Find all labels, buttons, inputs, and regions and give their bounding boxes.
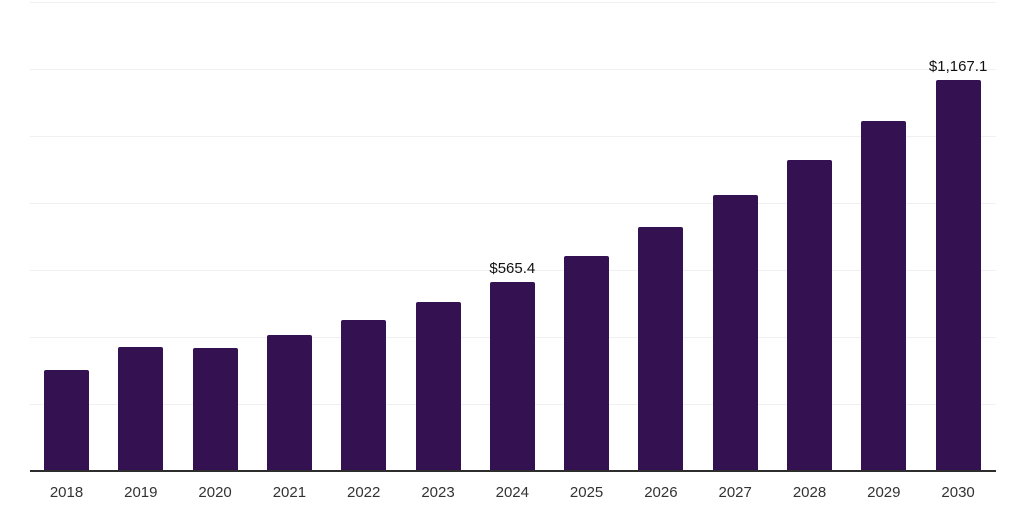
x-axis-label-2025: 2025 (569, 484, 604, 501)
x-axis-label-2024: 2024 (495, 484, 529, 501)
x-axis-label-2027: 2027 (718, 484, 752, 501)
bar-2019 (118, 346, 164, 471)
x-axis-label-2029: 2029 (867, 484, 901, 501)
gridline (30, 2, 996, 3)
bar-2029 (861, 120, 907, 471)
bar-2024 (489, 281, 535, 471)
bar-2030 (935, 80, 981, 471)
x-axis-label-2019: 2019 (124, 484, 158, 501)
bar-2022 (341, 319, 387, 471)
bar-2020 (192, 348, 238, 471)
x-axis-label-2026: 2026 (644, 484, 678, 501)
gridline (30, 270, 996, 271)
gridline (30, 69, 996, 70)
x-axis-label-2021: 2021 (272, 484, 307, 501)
gridline (30, 136, 996, 137)
bar-2026 (638, 226, 684, 471)
bar-2021 (266, 334, 312, 471)
bar-2025 (564, 255, 610, 471)
data-label-2030: $1,167.1 (928, 58, 988, 76)
x-axis-label-2028: 2028 (792, 484, 827, 501)
gridline (30, 203, 996, 204)
bar-2023 (415, 301, 461, 471)
bar-2028 (787, 159, 832, 471)
x-axis-label-2018: 2018 (49, 484, 84, 501)
x-axis-label-2023: 2023 (421, 484, 455, 501)
x-axis-label-2022: 2022 (347, 484, 381, 501)
data-label-2024: $565.4 (489, 259, 536, 277)
x-axis-label-2020: 2020 (198, 484, 232, 501)
x-axis-line (30, 470, 996, 472)
bar-2027 (712, 194, 758, 471)
bar-2018 (44, 369, 89, 471)
x-axis-label-2030: 2030 (941, 484, 975, 501)
